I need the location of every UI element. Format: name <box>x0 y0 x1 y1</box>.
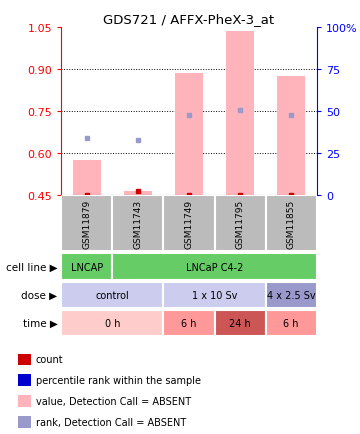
Text: 6 h: 6 h <box>181 319 197 328</box>
Bar <box>163 310 215 336</box>
Bar <box>226 33 254 195</box>
Bar <box>73 161 101 195</box>
Bar <box>266 195 317 252</box>
Bar <box>277 77 305 195</box>
Text: value, Detection Call = ABSENT: value, Detection Call = ABSENT <box>36 396 191 406</box>
Bar <box>215 195 266 252</box>
Bar <box>124 192 152 195</box>
Text: GSM11855: GSM11855 <box>287 199 296 248</box>
Text: 6 h: 6 h <box>283 319 299 328</box>
Text: 0 h: 0 h <box>104 319 120 328</box>
Bar <box>175 74 203 195</box>
Text: LNCaP C4-2: LNCaP C4-2 <box>186 262 243 272</box>
Bar <box>112 195 163 252</box>
Text: GSM11879: GSM11879 <box>82 199 91 248</box>
Bar <box>215 310 266 336</box>
Text: rank, Detection Call = ABSENT: rank, Detection Call = ABSENT <box>36 417 186 427</box>
Text: dose ▶: dose ▶ <box>22 290 58 300</box>
Bar <box>163 282 266 308</box>
Text: GSM11749: GSM11749 <box>185 199 194 248</box>
Bar <box>163 195 215 252</box>
Bar <box>61 310 163 336</box>
Text: LNCAP: LNCAP <box>71 262 103 272</box>
Title: GDS721 / AFFX-PheX-3_at: GDS721 / AFFX-PheX-3_at <box>103 13 275 26</box>
Text: count: count <box>36 354 64 364</box>
Text: 4 x 2.5 Sv: 4 x 2.5 Sv <box>267 290 316 300</box>
Text: GSM11795: GSM11795 <box>236 199 245 248</box>
Bar <box>112 254 317 280</box>
Text: time ▶: time ▶ <box>23 319 58 328</box>
Bar <box>266 282 317 308</box>
Text: 1 x 10 Sv: 1 x 10 Sv <box>192 290 237 300</box>
Bar <box>61 254 112 280</box>
Text: percentile rank within the sample: percentile rank within the sample <box>36 375 201 385</box>
Text: GSM11743: GSM11743 <box>133 199 143 248</box>
Bar <box>61 195 112 252</box>
Bar <box>266 310 317 336</box>
Text: control: control <box>95 290 129 300</box>
Bar <box>61 282 163 308</box>
Text: 24 h: 24 h <box>229 319 251 328</box>
Text: cell line ▶: cell line ▶ <box>6 262 58 272</box>
